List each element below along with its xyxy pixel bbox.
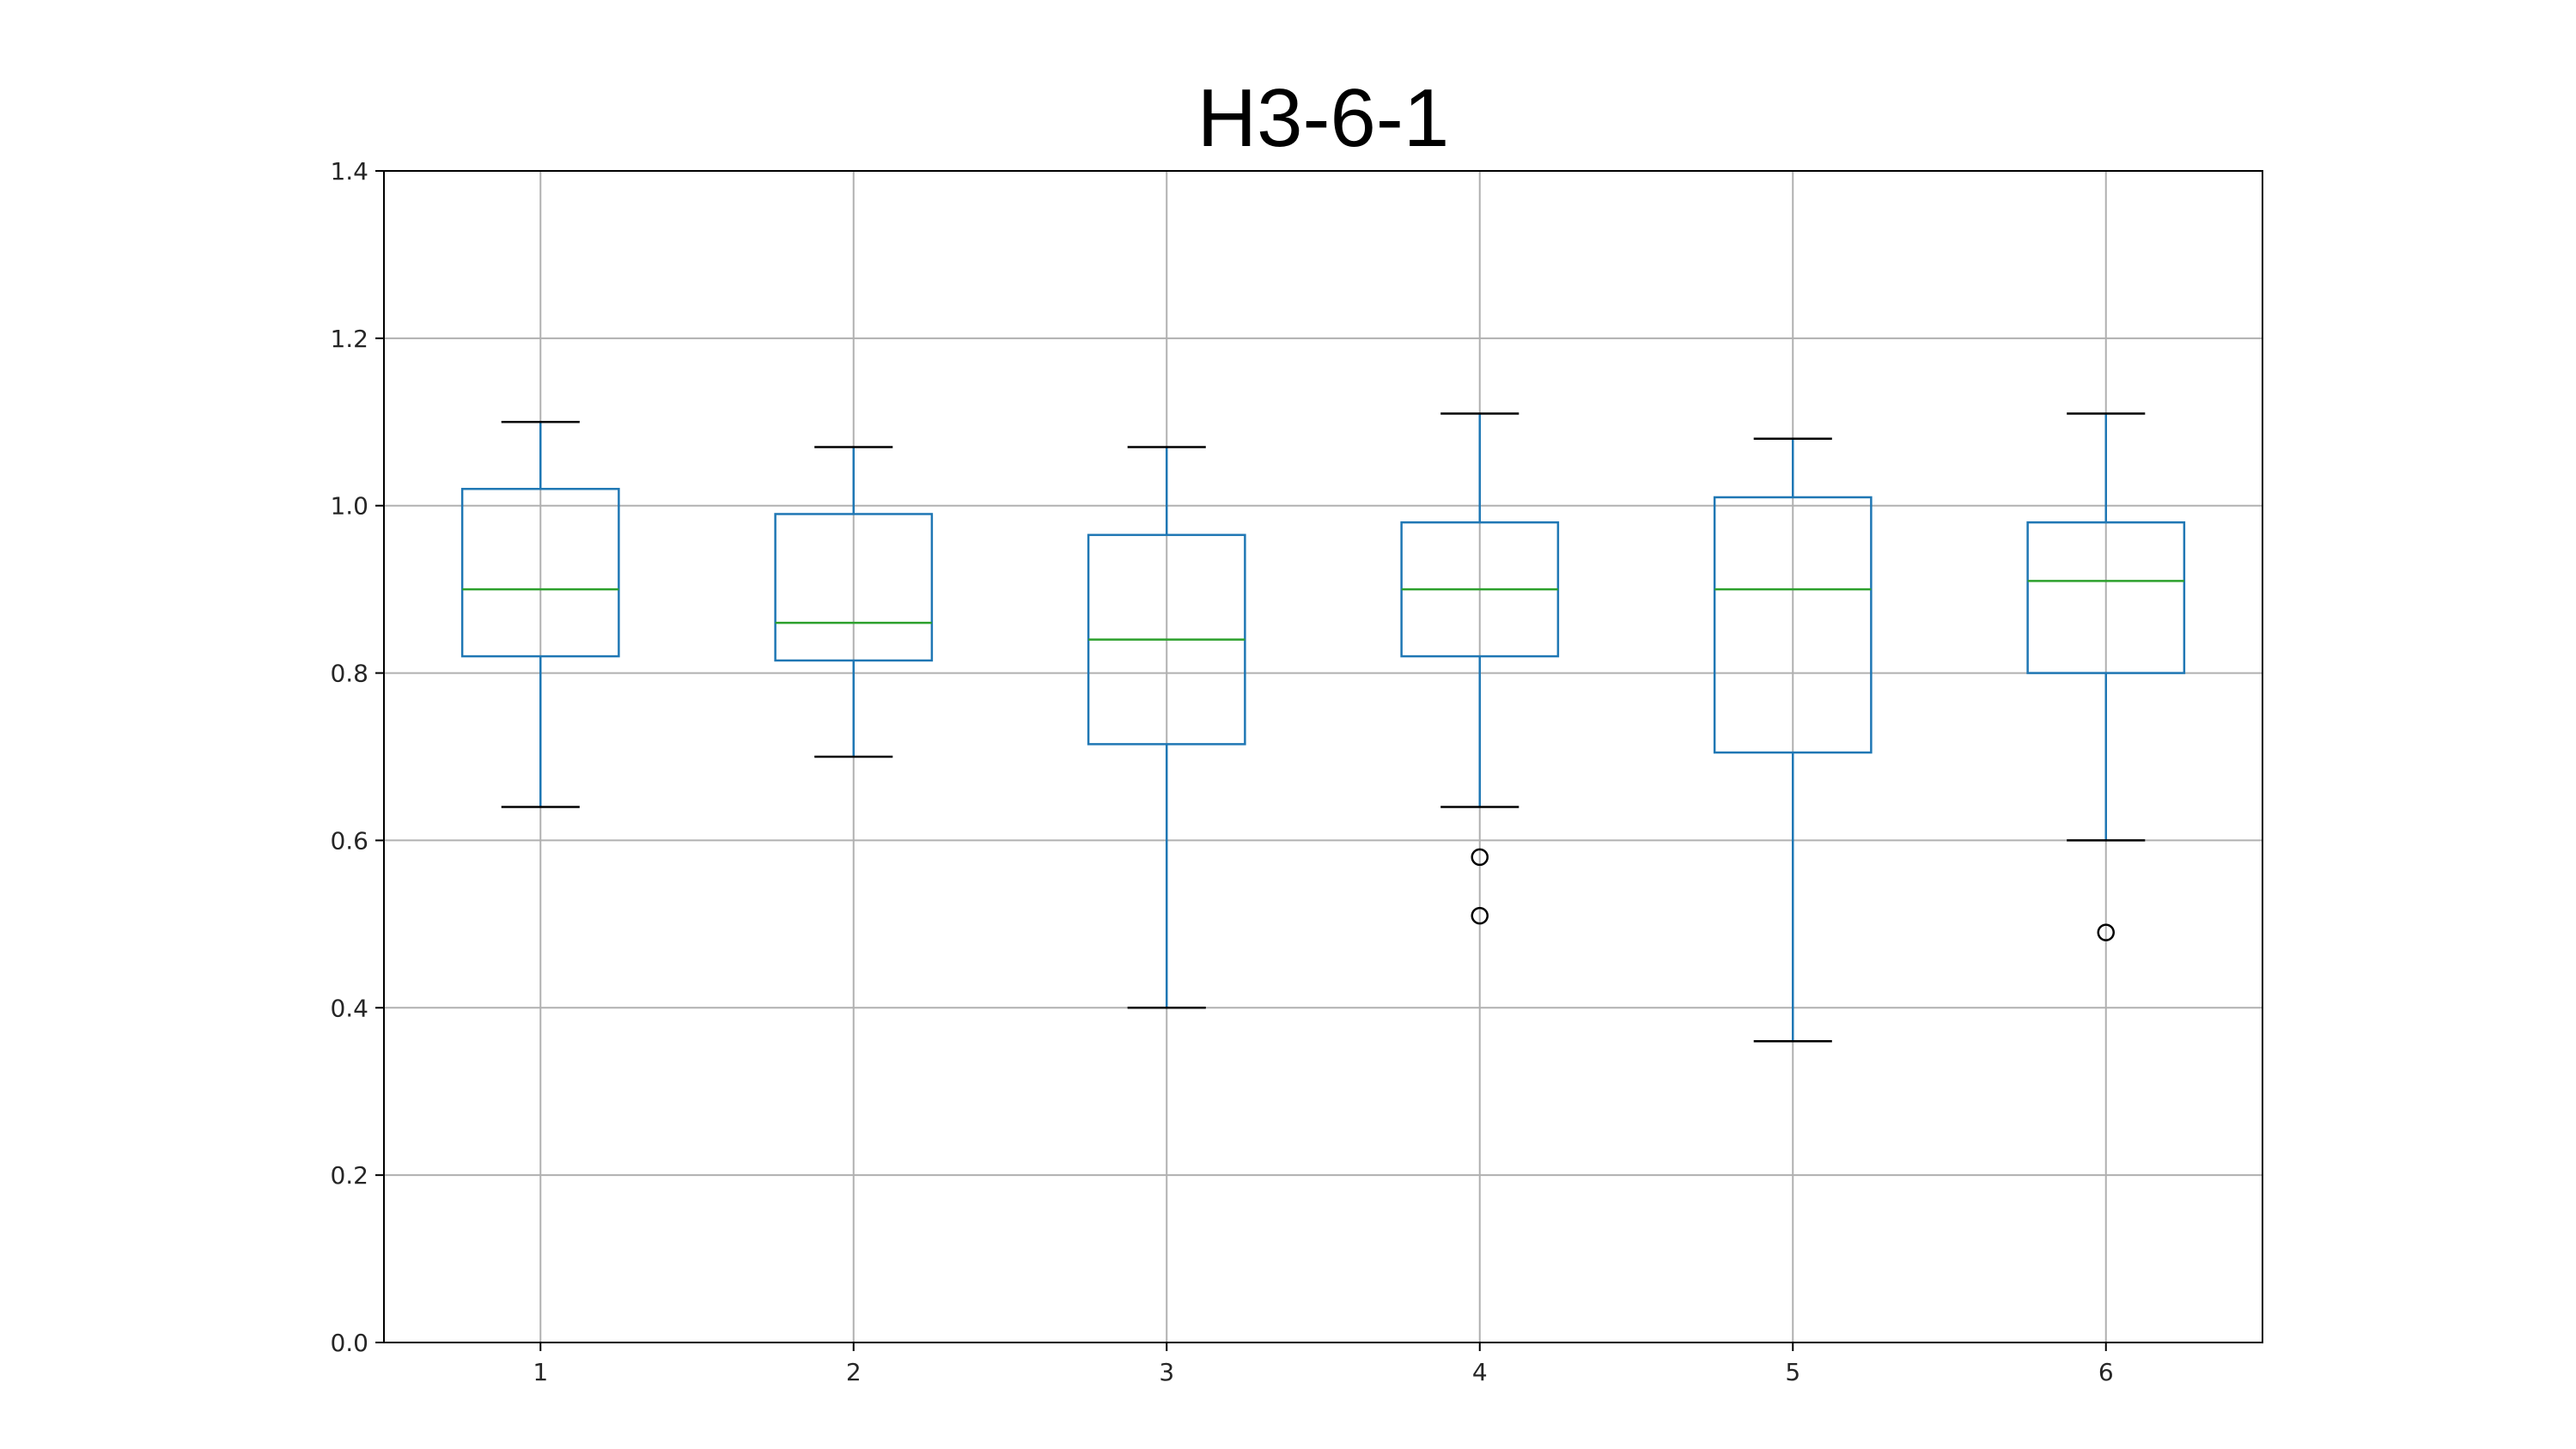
- y-tick-label: 0.4: [330, 994, 368, 1022]
- x-tick-label: 3: [1159, 1358, 1174, 1386]
- x-tick-label: 2: [846, 1358, 862, 1386]
- y-tick-label: 1.0: [330, 492, 368, 521]
- y-tick-label: 0.6: [330, 826, 368, 855]
- iqr-box: [774, 513, 934, 662]
- box-2: [774, 446, 934, 758]
- x-tick-label: 1: [533, 1358, 548, 1386]
- y-tick-label: 1.4: [330, 157, 368, 186]
- box-3: [1087, 446, 1246, 1009]
- box-5: [1713, 437, 1873, 1043]
- box-6: [2026, 412, 2186, 941]
- x-tick-label: 5: [1785, 1358, 1800, 1386]
- y-tick-label: 0.2: [330, 1161, 368, 1190]
- iqr-box: [2026, 521, 2186, 674]
- y-tick-label: 0.0: [330, 1329, 368, 1357]
- iqr-box: [1713, 496, 1873, 754]
- iqr-box: [460, 487, 620, 658]
- outlier-point: [1471, 848, 1489, 867]
- y-tick-label: 0.8: [330, 660, 368, 688]
- chart-title: H3-6-1: [1197, 72, 1449, 164]
- outlier-point: [2097, 923, 2115, 941]
- x-tick-label: 6: [2098, 1358, 2114, 1386]
- y-tick-label: 1.2: [330, 325, 368, 353]
- grid-lines: [384, 170, 2262, 1343]
- box-1: [460, 421, 620, 808]
- axis-ticks: 0.0 0.2 0.4 0.6 0.8 1.0 1.2 1.4 1 2 3 4 5 6: [330, 157, 2113, 1386]
- box-4: [1400, 412, 1560, 925]
- plot-frame: [383, 170, 2263, 1343]
- outlier-point: [1471, 906, 1489, 925]
- box-series: [460, 412, 2186, 1043]
- x-tick-label: 4: [1472, 1358, 1488, 1386]
